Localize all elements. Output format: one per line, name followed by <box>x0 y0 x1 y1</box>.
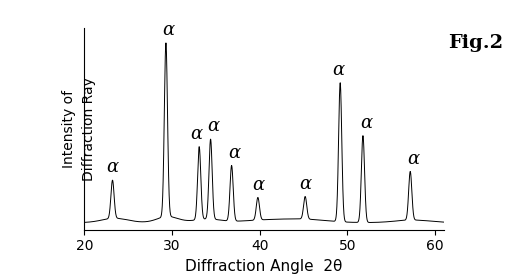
Text: Fig.2: Fig.2 <box>448 34 503 52</box>
Text: α: α <box>299 175 311 193</box>
Y-axis label: Intensity of
Diffraction Ray: Intensity of Diffraction Ray <box>62 77 96 181</box>
Text: α: α <box>207 118 219 136</box>
Text: α: α <box>252 176 264 194</box>
Text: α: α <box>332 61 344 79</box>
Text: α: α <box>163 21 175 39</box>
Text: α: α <box>228 144 240 162</box>
Text: α: α <box>107 158 119 176</box>
Text: α: α <box>407 150 419 168</box>
X-axis label: Diffraction Angle  2θ: Diffraction Angle 2θ <box>185 259 343 274</box>
Text: α: α <box>361 114 373 132</box>
Text: α: α <box>191 125 203 143</box>
